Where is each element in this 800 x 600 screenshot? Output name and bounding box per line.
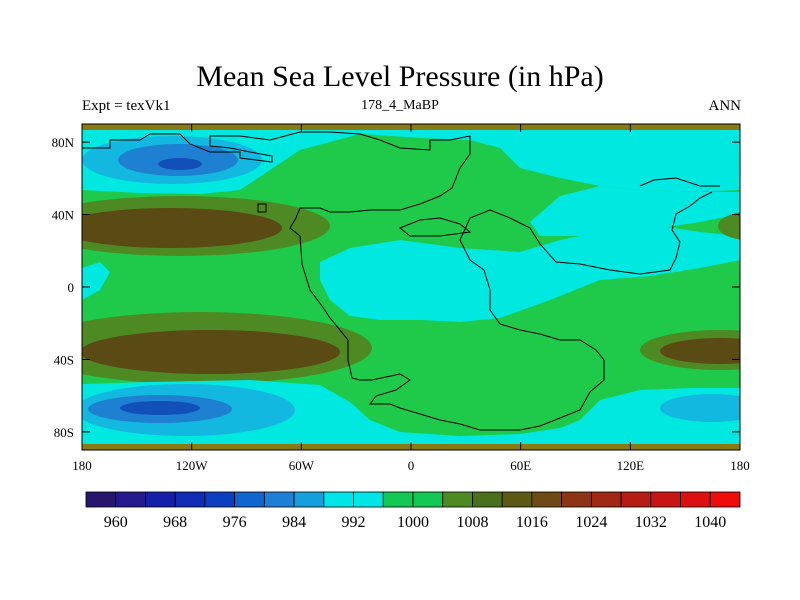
colorbar-swatch (531, 491, 563, 508)
colorbar-swatch (174, 491, 206, 508)
colorbar-label: 960 (104, 514, 128, 531)
chart-title: Mean Sea Level Pressure (in hPa) (196, 60, 604, 93)
experiment-label: Expt = texVk1 (82, 98, 171, 114)
time-label: 178_4_MaBP (361, 98, 439, 113)
colorbar-swatch (412, 491, 444, 508)
coastline-north-america (82, 131, 471, 341)
colorbar-swatch (472, 491, 503, 508)
lat-tick-label: 80N (52, 135, 75, 150)
colorbar-label: 1000 (397, 514, 429, 531)
low-pressure-tropics-center (320, 226, 740, 322)
colorbar-swatch (590, 491, 622, 508)
lon-tick-label: 180 (730, 458, 750, 473)
colorbar-swatch (353, 491, 384, 508)
lat-tick-label: 40N (52, 208, 75, 223)
colorbar-swatch (293, 491, 325, 508)
north-high-core (82, 208, 282, 248)
low-pressure-north-band (82, 124, 740, 194)
colorbar-label: 976 (223, 514, 247, 531)
coastline-island (257, 203, 267, 213)
southern-low-core (120, 401, 200, 415)
colorbar-swatch (561, 491, 592, 508)
lon-tick-label: 60E (510, 458, 531, 473)
colorbar-swatch (323, 491, 354, 508)
south-east-low (660, 394, 740, 422)
low-pressure-asia (530, 186, 740, 236)
colorbar-label: 1032 (635, 514, 667, 531)
colorbar: 960 968 976 984 992 1000 1008 1016 1024 1032 1040 (85, 491, 741, 531)
pressure-field (82, 124, 740, 450)
south-high-core (82, 330, 340, 374)
coastline-east-asia (639, 177, 720, 187)
colorbar-swatch (620, 491, 652, 508)
northern-low-core (158, 158, 202, 170)
colorbar-label: 992 (342, 514, 366, 531)
coastline-inner-sea (399, 217, 472, 237)
coastline-south-america-africa (347, 191, 713, 431)
colorbar-swatch (709, 491, 741, 508)
colorbar-swatch (115, 491, 146, 508)
colorbar-label: 984 (282, 514, 306, 531)
colorbar-label: 1016 (516, 514, 548, 531)
lon-tick-label: 0 (408, 458, 415, 473)
lat-tick-label: 0 (68, 280, 75, 295)
colorbar-swatch (204, 491, 236, 508)
lon-tick-label: 60W (289, 458, 315, 473)
lon-tick-label: 180 (72, 458, 92, 473)
colorbar-swatch (145, 491, 176, 508)
lon-tick-label: 120W (176, 458, 209, 473)
east-high (718, 212, 740, 240)
south-east-high-core (660, 338, 740, 364)
colorbar-swatch (501, 491, 533, 508)
colorbar-swatch (650, 491, 681, 508)
colorbar-swatch (442, 491, 473, 508)
season-label: ANN (708, 98, 742, 114)
colorbar-label: 1024 (575, 514, 607, 531)
lon-tick-label: 120E (617, 458, 645, 473)
colorbar-label: 1040 (694, 514, 726, 531)
colorbar-swatch (382, 491, 414, 508)
colorbar-swatch (680, 491, 711, 508)
low-pressure-tropics-west (82, 262, 110, 300)
colorbar-swatch (263, 491, 295, 508)
colorbar-label: 1008 (456, 514, 488, 531)
coastlines (82, 131, 720, 431)
colorbar-label: 968 (163, 514, 187, 531)
lat-tick-label: 40S (54, 352, 74, 367)
colorbar-swatch (85, 491, 117, 508)
map-axes: 180 120W 60W 0 60E 120E 180 80N 40N 0 40S 80S (52, 124, 750, 473)
lat-tick-label: 80S (54, 425, 74, 440)
colorbar-swatch (234, 491, 265, 508)
